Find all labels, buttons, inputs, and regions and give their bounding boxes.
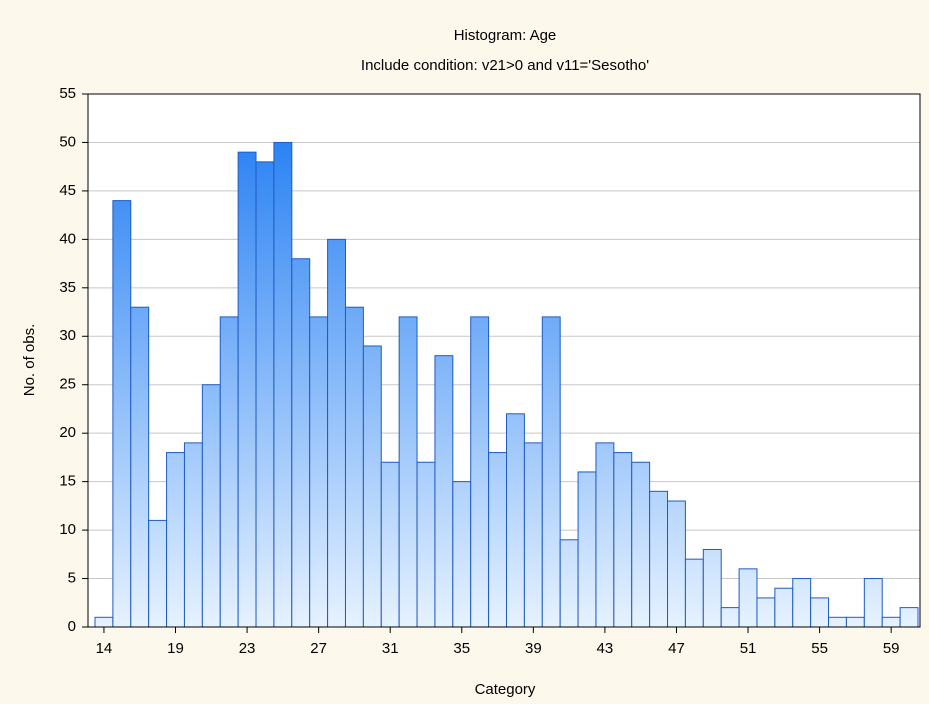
- bar: [327, 238, 346, 628]
- y-axis-label: No. of obs.: [21, 324, 38, 397]
- bar: [309, 316, 329, 628]
- bar: [166, 452, 185, 628]
- bar: [828, 616, 847, 628]
- y-tick-label: 10: [59, 521, 76, 538]
- chart-subtitle: Include condition: v21>0 and v11='Sesoth…: [361, 57, 649, 74]
- x-tick-label: 59: [883, 640, 900, 657]
- y-tick-label: 0: [68, 618, 76, 635]
- y-tick-label: 30: [59, 327, 76, 344]
- bar: [881, 616, 901, 628]
- y-tick-label: 35: [59, 279, 76, 296]
- x-tick-label: 55: [811, 640, 828, 657]
- bar: [595, 442, 615, 628]
- bar: [649, 490, 669, 628]
- bar: [380, 461, 400, 628]
- bar: [291, 258, 311, 628]
- bar: [344, 306, 364, 628]
- bar: [255, 161, 275, 628]
- bar: [559, 539, 579, 628]
- bar: [130, 306, 150, 628]
- bar: [756, 597, 776, 628]
- y-tick-label: 40: [59, 230, 76, 247]
- bar: [577, 471, 597, 628]
- x-tick-label: 14: [96, 640, 113, 657]
- bar: [452, 481, 472, 628]
- x-tick-label: 35: [453, 640, 470, 657]
- bar: [416, 461, 436, 628]
- bar: [434, 355, 454, 628]
- y-tick-label: 20: [59, 424, 76, 441]
- bar: [488, 452, 508, 628]
- y-tick-label: 50: [59, 133, 76, 150]
- bar: [792, 578, 812, 628]
- bar: [702, 548, 722, 628]
- x-tick-label: 43: [597, 640, 614, 657]
- x-tick-label: 27: [310, 640, 327, 657]
- bar: [219, 316, 239, 628]
- bar: [667, 500, 686, 628]
- chart-title: Histogram: Age: [454, 27, 557, 44]
- bar: [237, 151, 257, 628]
- bar: [863, 578, 883, 628]
- bar: [506, 413, 525, 628]
- bar: [631, 461, 651, 628]
- x-tick-label: 23: [239, 640, 256, 657]
- bar: [94, 616, 114, 628]
- y-tick-label: 5: [68, 570, 76, 587]
- bar: [112, 200, 132, 628]
- y-tick-label: 45: [59, 182, 76, 199]
- bar: [774, 587, 794, 628]
- bar: [845, 616, 865, 628]
- x-axis-label: Category: [475, 681, 536, 698]
- bar: [273, 141, 293, 628]
- bar: [470, 316, 490, 628]
- bar: [201, 384, 221, 628]
- bar: [613, 452, 633, 628]
- x-tick-label: 19: [167, 640, 184, 657]
- bar: [398, 316, 418, 628]
- bar: [684, 558, 704, 628]
- x-tick-label: 51: [740, 640, 757, 657]
- y-tick-label: 55: [59, 85, 76, 102]
- bar: [810, 597, 830, 628]
- y-tick-label: 15: [59, 473, 76, 490]
- x-tick-label: 39: [525, 640, 542, 657]
- bar: [541, 316, 561, 628]
- bar: [183, 442, 203, 628]
- bar: [362, 345, 382, 628]
- bar: [738, 568, 758, 628]
- bar: [720, 607, 740, 628]
- bar: [148, 519, 168, 628]
- bar: [523, 442, 543, 628]
- plot-frame: [87, 93, 921, 628]
- x-tick-label: 47: [668, 640, 685, 657]
- y-tick-label: 25: [59, 376, 76, 393]
- x-tick-label: 31: [382, 640, 399, 657]
- bar: [899, 607, 919, 628]
